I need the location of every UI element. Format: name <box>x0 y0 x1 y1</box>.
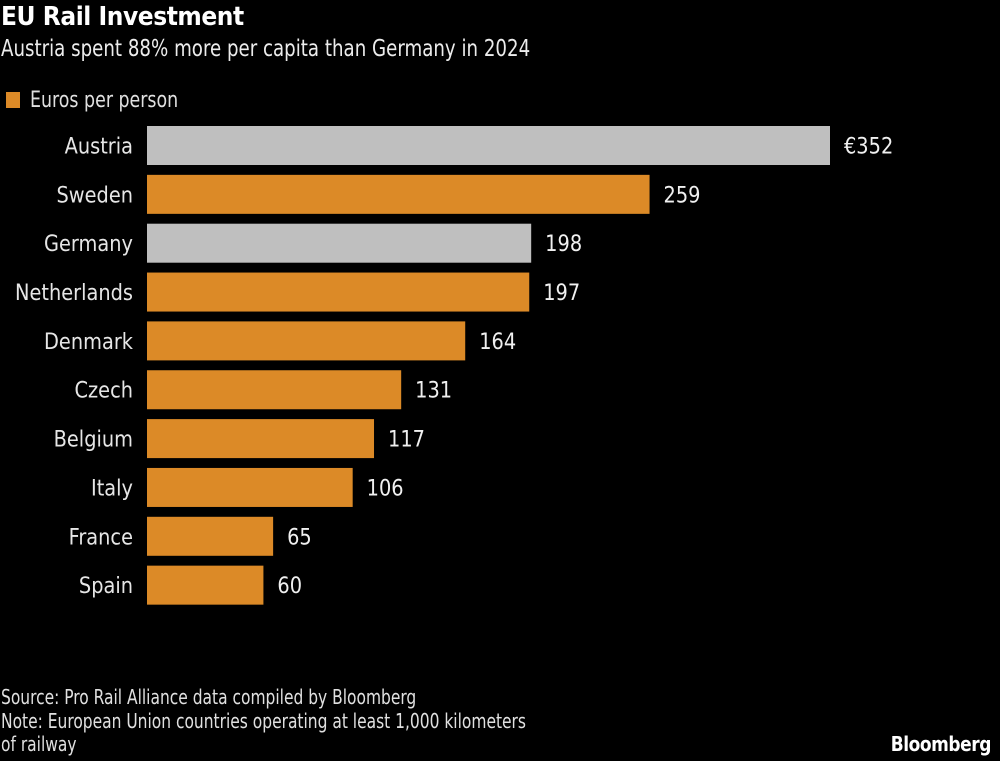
footnote-line-1: Note: European Union countries operating… <box>1 709 526 733</box>
category-label: Germany <box>44 231 133 256</box>
bar-group: Czech 131 <box>74 370 452 410</box>
legend-swatch <box>6 92 20 108</box>
value-label: €352 <box>844 133 893 158</box>
bar <box>147 565 264 605</box>
bar <box>147 419 375 459</box>
footnote-line-2: of railway <box>1 732 77 756</box>
bar <box>147 174 650 214</box>
bar-group: Belgium 117 <box>54 419 425 459</box>
category-label: Sweden <box>57 182 133 207</box>
bar <box>147 272 530 312</box>
bar <box>147 223 532 263</box>
bar <box>147 321 466 361</box>
bar-group: Denmark 164 <box>44 321 516 361</box>
category-label: Czech <box>74 378 133 403</box>
bar-group: Spain 60 <box>79 565 302 605</box>
bar <box>147 516 274 556</box>
category-label: Spain <box>79 573 133 598</box>
source-note: Source: Pro Rail Alliance data compiled … <box>1 685 417 709</box>
value-label: 60 <box>277 573 302 598</box>
bar-group: Italy 106 <box>91 467 404 507</box>
value-label: 65 <box>287 524 312 549</box>
value-label: 164 <box>479 329 516 354</box>
value-label: 131 <box>415 378 452 403</box>
bar <box>147 370 402 410</box>
value-label: 198 <box>545 231 582 256</box>
category-label: France <box>69 524 133 549</box>
bar <box>147 467 353 507</box>
value-label: 259 <box>664 182 701 207</box>
bar <box>147 126 830 165</box>
category-label: Netherlands <box>15 280 133 305</box>
value-label: 106 <box>367 475 404 500</box>
category-label: Denmark <box>44 329 133 354</box>
bar-group: Germany 198 <box>44 223 582 263</box>
bar-group: Austria €352 <box>65 126 893 165</box>
bloomberg-logo: Bloomberg <box>890 732 992 756</box>
category-label: Austria <box>65 133 133 158</box>
bar-group: Sweden 259 <box>57 174 701 214</box>
value-label: 117 <box>388 426 425 451</box>
category-label: Belgium <box>54 426 133 451</box>
value-label: 197 <box>543 280 580 305</box>
chart-subtitle: Austria spent 88% more per capita than G… <box>1 36 531 62</box>
category-label: Italy <box>91 475 133 500</box>
legend: Euros per person <box>6 87 198 113</box>
chart-title: EU Rail Investment <box>1 2 244 32</box>
legend-label: Euros per person <box>30 87 179 113</box>
bar-group: France 65 <box>69 516 312 556</box>
bar-group: Netherlands 197 <box>15 272 580 312</box>
